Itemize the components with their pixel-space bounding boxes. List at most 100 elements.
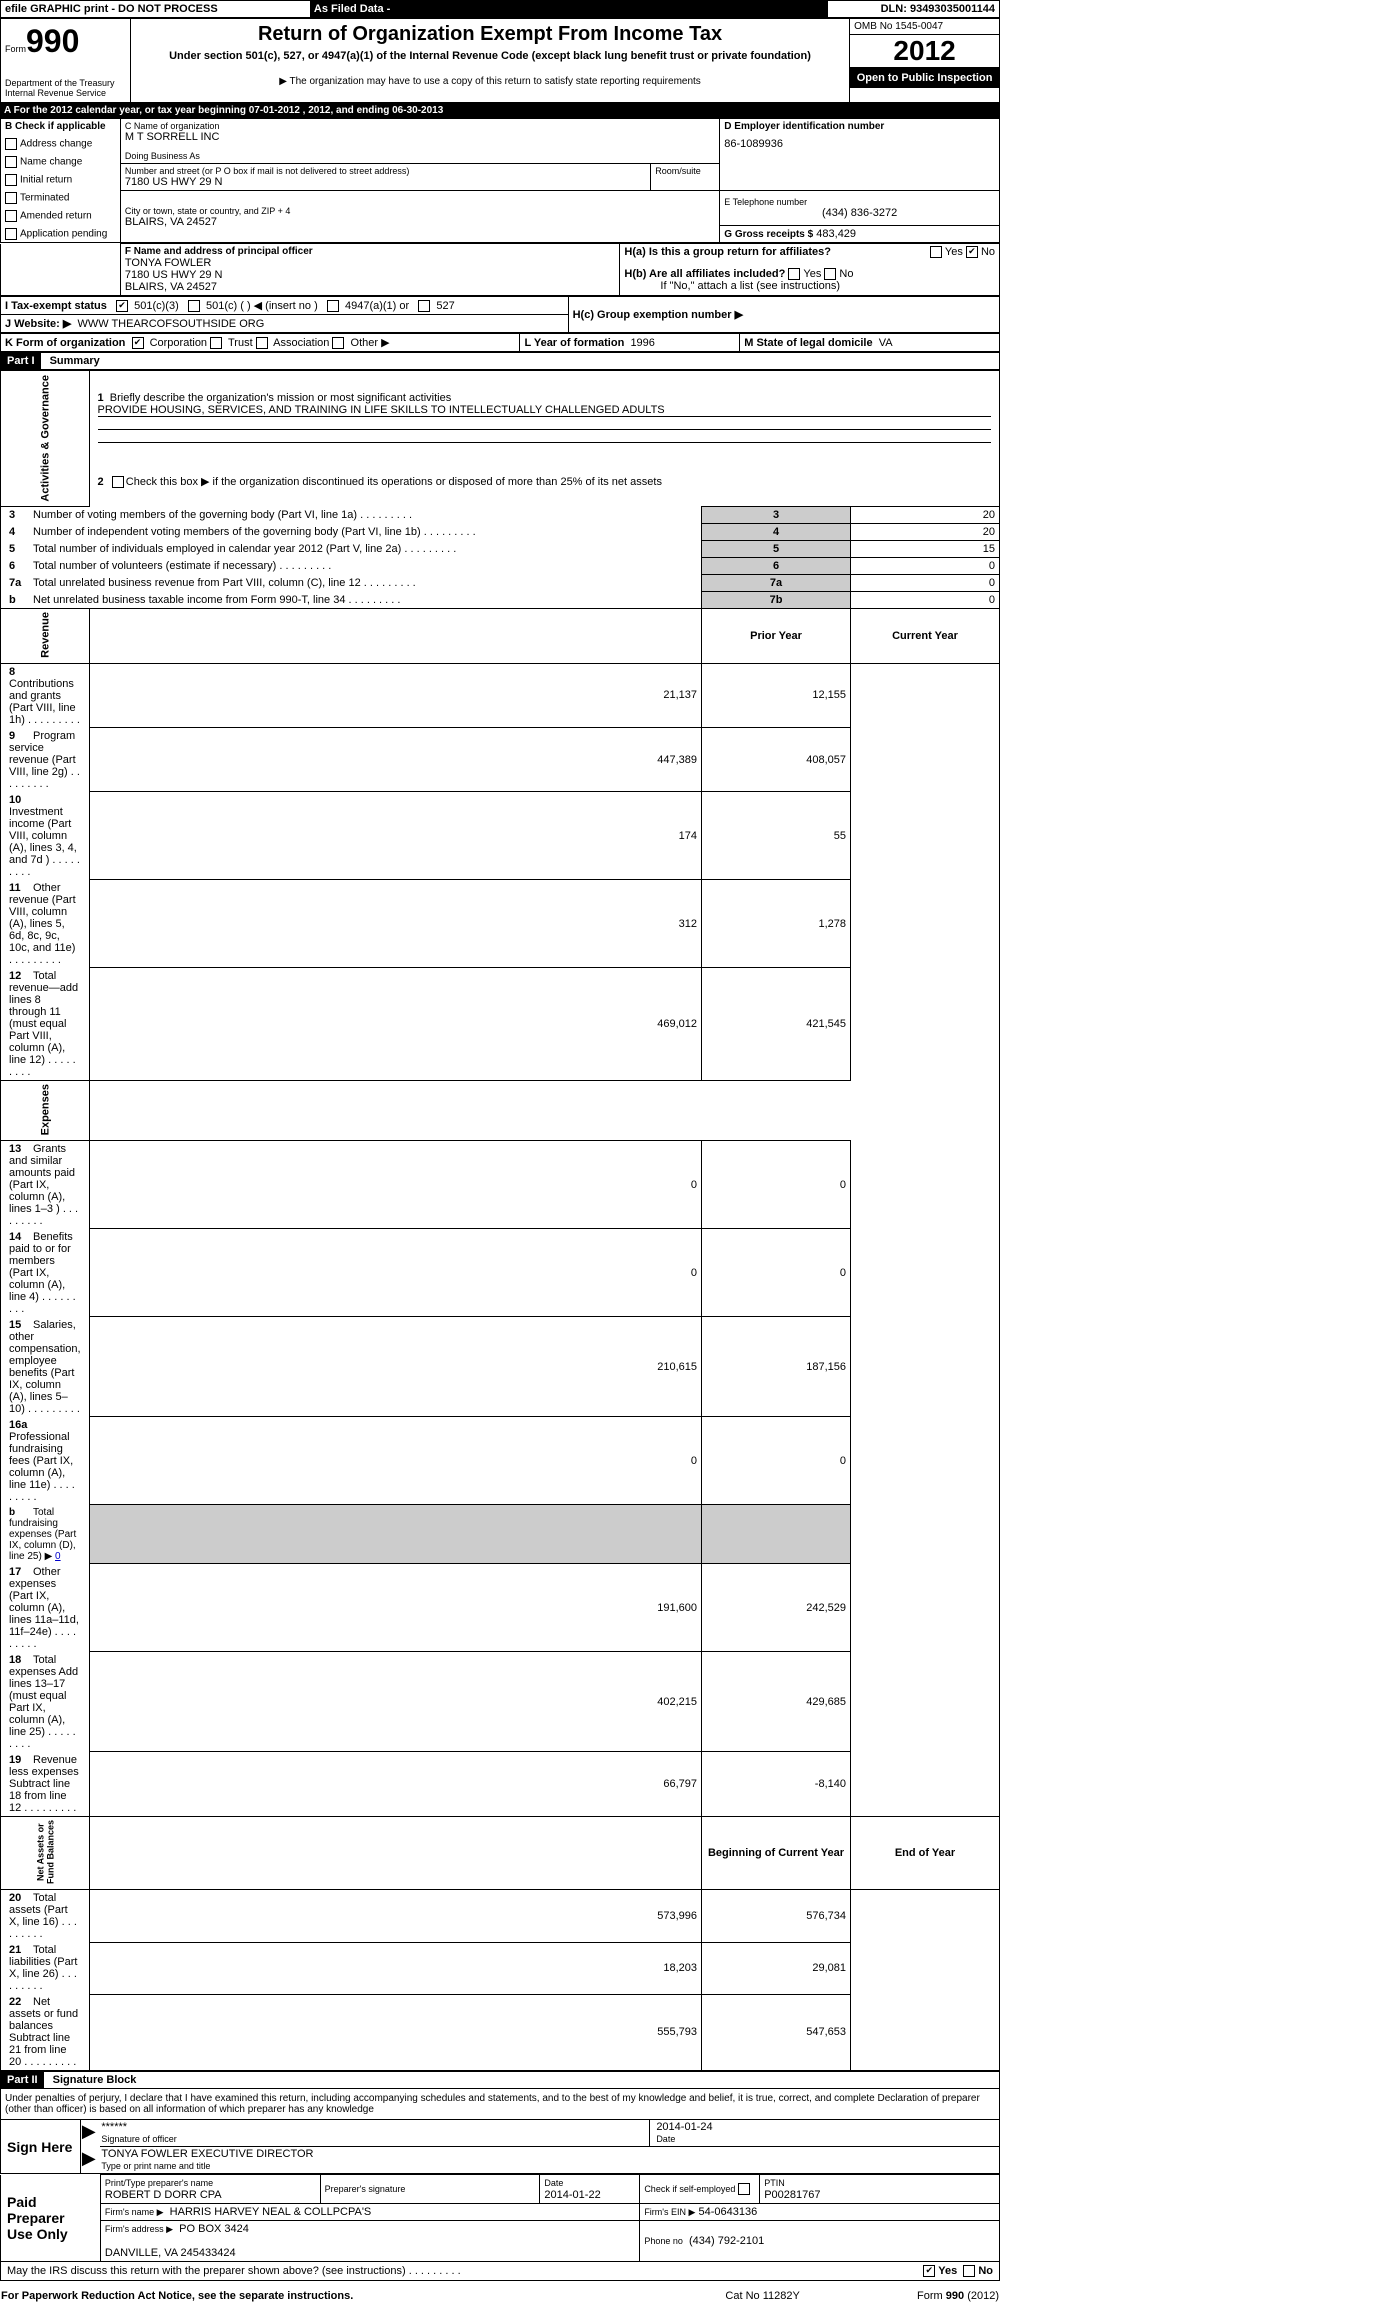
summary-table: Activities & Governance 1 Briefly descri…	[0, 370, 1000, 2071]
officer-city: BLAIRS, VA 24527	[125, 281, 616, 293]
checkbox[interactable]	[5, 192, 17, 204]
state-domicile-value: VA	[879, 337, 893, 349]
self-employed-checkbox[interactable]	[738, 2183, 750, 2195]
footer: For Paperwork Reduction Act Notice, see …	[0, 2289, 1000, 2303]
501c3-checkbox[interactable]: ✔	[116, 300, 128, 312]
part2-title: Signature Block	[47, 2072, 143, 2088]
h-a: H(a) Is this a group return for affiliat…	[624, 246, 995, 258]
checkbox[interactable]	[5, 228, 17, 240]
firm-phone: (434) 792-2101	[689, 2235, 764, 2247]
street-label: Number and street (or P O box if mail is…	[125, 166, 646, 176]
state-domicile-label: M State of legal domicile	[744, 337, 872, 349]
tax-year: 2012	[850, 35, 999, 68]
phone-label: E Telephone number	[724, 197, 995, 207]
efile-label: efile GRAPHIC print - DO NOT PROCESS	[1, 1, 310, 18]
checkbox[interactable]	[5, 174, 17, 186]
end-year-header: End of Year	[851, 1816, 1000, 1889]
officer-name: TONYA FOWLER	[125, 257, 616, 269]
vlabel-revenue: Revenue	[1, 608, 90, 663]
ha-no-checkbox[interactable]: ✔	[966, 246, 978, 258]
q1-label: Briefly describe the organization's miss…	[110, 392, 451, 404]
discuss-row: May the IRS discuss this return with the…	[0, 2262, 1000, 2281]
part1-title: Summary	[44, 353, 106, 369]
h-b: H(b) Are all affiliates included? Yes No	[624, 268, 995, 280]
paid-preparer-block: Paid Preparer Use Only Print/Type prepar…	[0, 2174, 1000, 2262]
ptin-value: P00281767	[764, 2189, 820, 2201]
officer-group-block: F Name and address of principal officer …	[0, 243, 1000, 296]
officer-typed-name: TONYA FOWLER EXECUTIVE DIRECTOR	[101, 2148, 313, 2160]
website-label: J Website: ▶	[5, 318, 71, 330]
checkbox[interactable]	[5, 138, 17, 150]
beg-year-header: Beginning of Current Year	[702, 1816, 851, 1889]
tax-status-label: I Tax-exempt status	[5, 300, 107, 312]
status-website-block: I Tax-exempt status ✔ 501(c)(3) 501(c) (…	[0, 296, 1000, 333]
inspection-label: Open to Public Inspection	[850, 68, 999, 88]
website-value: WWW THEARCOFSOUTHSIDE ORG	[77, 318, 264, 330]
501c-checkbox[interactable]	[188, 300, 200, 312]
corp-checkbox[interactable]: ✔	[132, 337, 144, 349]
gross-label: G Gross receipts $	[724, 229, 813, 240]
vlabel-expenses: Expenses	[1, 1080, 90, 1140]
paid-preparer-label: Paid Preparer Use Only	[1, 2175, 101, 2262]
vlabel-netassets: Net Assets or Fund Balances	[1, 1816, 90, 1889]
checkbox[interactable]	[5, 156, 17, 168]
form-header: Form990 Department of the Treasury Inter…	[0, 18, 1000, 103]
gross-value: 483,429	[816, 228, 856, 240]
dln: DLN: 93493035001144	[828, 1, 1000, 18]
form-org-label: K Form of organization	[5, 337, 125, 349]
h-b-note: If "No," attach a list (see instructions…	[624, 280, 995, 292]
dept-label: Department of the Treasury Internal Reve…	[5, 78, 126, 98]
ein-value: 86-1089936	[724, 138, 995, 150]
part1-bar: Part I	[1, 353, 41, 369]
vlabel-activities: Activities & Governance	[1, 371, 90, 507]
sign-here-block: Sign Here ▶ ******Signature of officer 2…	[0, 2120, 1000, 2174]
assoc-checkbox[interactable]	[256, 337, 268, 349]
current-year-header: Current Year	[851, 608, 1000, 663]
part2-bar: Part II	[1, 2072, 44, 2088]
form-label: Form	[5, 44, 26, 54]
footer-left: For Paperwork Reduction Act Notice, see …	[0, 2289, 688, 2303]
section-b: B Check if applicable Address changeName…	[1, 119, 121, 243]
footer-mid: Cat No 11282Y	[688, 2289, 836, 2303]
ein-label: D Employer identification number	[724, 121, 995, 132]
q2-checkbox[interactable]	[112, 476, 124, 488]
return-note: ▶ The organization may have to use a cop…	[135, 76, 845, 87]
year-formation-label: L Year of formation	[524, 337, 624, 349]
top-bar: efile GRAPHIC print - DO NOT PROCESS As …	[0, 0, 1000, 18]
perjury-text: Under penalties of perjury, I declare th…	[0, 2089, 1000, 2120]
527-checkbox[interactable]	[418, 300, 430, 312]
4947-checkbox[interactable]	[327, 300, 339, 312]
return-title: Return of Organization Exempt From Incom…	[135, 23, 845, 46]
discuss-no-checkbox[interactable]	[963, 2265, 975, 2277]
firm-ein: 54-0643136	[699, 2206, 758, 2218]
q2-label: Check this box ▶ if the organization dis…	[110, 476, 662, 488]
klm-block: K Form of organization ✔ Corporation Tru…	[0, 333, 1000, 352]
sign-date: 2014-01-24	[656, 2121, 712, 2133]
checkbox[interactable]	[5, 210, 17, 222]
street-value: 7180 US HWY 29 N	[125, 176, 646, 188]
footer-right: Form 990 (2012)	[837, 2289, 1000, 2303]
dba-label: Doing Business As	[125, 151, 715, 161]
ha-yes-checkbox[interactable]	[930, 246, 942, 258]
preparer-name: ROBERT D DORR CPA	[105, 2189, 222, 2201]
other-checkbox[interactable]	[332, 337, 344, 349]
discuss-yes-checkbox[interactable]: ✔	[923, 2265, 935, 2277]
return-subtitle: Under section 501(c), 527, or 4947(a)(1)…	[135, 50, 845, 62]
q1-value: PROVIDE HOUSING, SERVICES, AND TRAINING …	[98, 404, 991, 417]
period-line: A For the 2012 calendar year, or tax yea…	[0, 103, 1000, 118]
sign-here-label: Sign Here	[1, 2120, 81, 2174]
officer-label: F Name and address of principal officer	[125, 246, 616, 257]
entity-block: B Check if applicable Address changeName…	[0, 118, 1000, 243]
city-label: City or town, state or country, and ZIP …	[125, 206, 715, 216]
officer-street: 7180 US HWY 29 N	[125, 269, 616, 281]
hb-yes-checkbox[interactable]	[788, 268, 800, 280]
city-value: BLAIRS, VA 24527	[125, 216, 715, 228]
prior-year-header: Prior Year	[702, 608, 851, 663]
firm-name: HARRIS HARVEY NEAL & COLLPCPA'S	[170, 2206, 372, 2218]
preparer-date: 2014-01-22	[544, 2189, 600, 2201]
omb-number: OMB No 1545-0047	[850, 19, 999, 35]
officer-signature: ******	[101, 2121, 127, 2133]
hb-no-checkbox[interactable]	[824, 268, 836, 280]
h-c: H(c) Group exemption number ▶	[573, 309, 743, 321]
trust-checkbox[interactable]	[210, 337, 222, 349]
